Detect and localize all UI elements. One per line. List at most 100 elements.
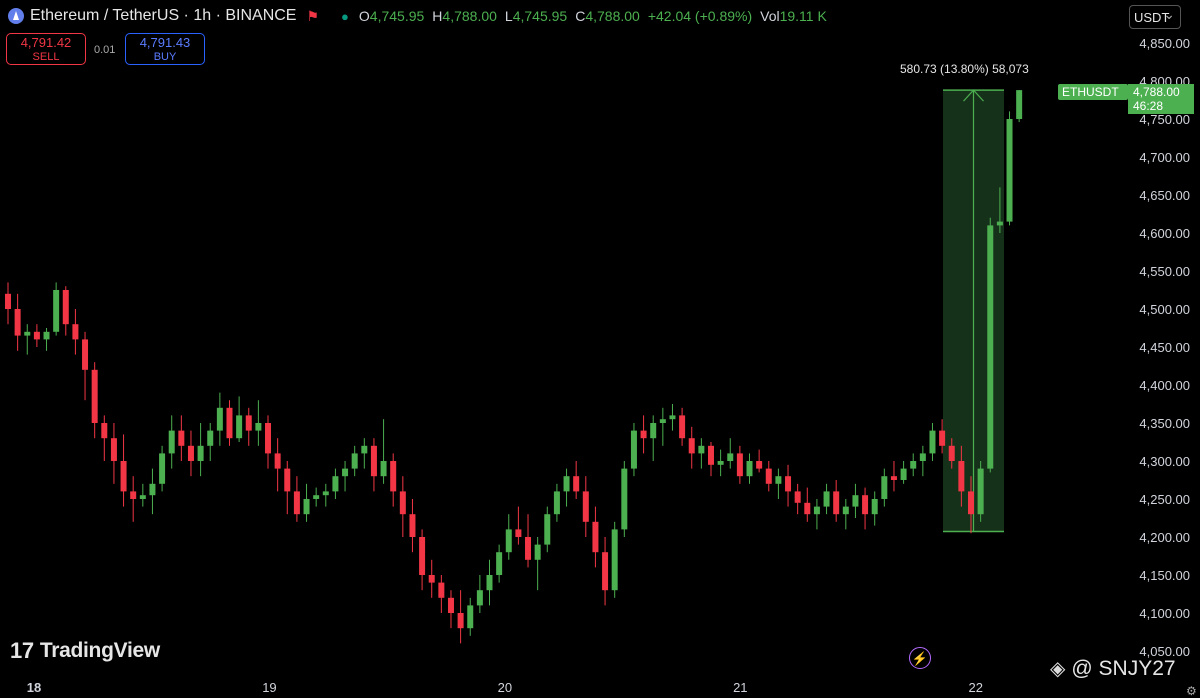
candle-body (987, 225, 994, 469)
sell-button[interactable]: 4,791.42 SELL (6, 33, 86, 65)
candle-body (669, 415, 676, 420)
candle-body (602, 552, 609, 591)
candle-body (977, 468, 984, 515)
candle-body (958, 461, 965, 492)
flag-icon[interactable]: ⚑ (306, 7, 320, 24)
candle-body (505, 529, 512, 553)
candle-body (765, 468, 772, 484)
measure-arrow-head (963, 89, 984, 102)
bar-countdown: 46:28 (1133, 99, 1164, 113)
candle-body (611, 529, 618, 591)
y-tick-label: 4,550.00 (1139, 264, 1190, 279)
candle-body (216, 407, 223, 431)
candle-body (457, 613, 464, 629)
currency-select[interactable]: USDT (1129, 5, 1181, 29)
change-value: +42.04 (+0.89%) (647, 8, 753, 24)
ethereum-logo-icon (8, 8, 24, 24)
measure-label: 580.73 (13.80%) 58,073 (900, 62, 1029, 76)
candle-body (187, 445, 194, 461)
candle-body (284, 468, 291, 492)
spread-value: 0.01 (94, 44, 116, 56)
candle-body (890, 476, 897, 480)
candle-body (929, 430, 936, 454)
candle-body (274, 453, 281, 469)
candle-body (149, 483, 156, 496)
tradingview-logo[interactable]: 17 TradingView (10, 638, 160, 664)
candle-body (255, 423, 262, 431)
candle-body (82, 339, 89, 370)
candle-body (794, 491, 801, 503)
candle-body (447, 597, 454, 613)
brand-name: TradingView (39, 639, 160, 662)
candle-body (351, 453, 358, 469)
x-tick-label: 19 (262, 680, 276, 695)
lightning-icon[interactable]: ⚡ (909, 647, 931, 669)
symbol-title[interactable]: Ethereum / TetherUS · 1h · BINANCE (30, 7, 297, 24)
candle-body (313, 495, 320, 499)
settings-gear-icon[interactable]: ⚙ (1186, 684, 1197, 698)
candle-body (265, 423, 272, 454)
candle-body (910, 461, 917, 469)
candle-body (534, 544, 541, 560)
y-tick-label: 4,100.00 (1139, 606, 1190, 621)
candle-body (650, 423, 657, 439)
candle-body (573, 476, 580, 492)
y-tick-label: 4,700.00 (1139, 150, 1190, 165)
candle-body (525, 537, 532, 560)
open-label: O (358, 8, 370, 24)
volume-value: 19.11 K (779, 8, 827, 24)
last-price-tag: 4,788.00 46:28 (1128, 84, 1194, 114)
candle-body (14, 309, 21, 336)
candle-body (804, 502, 811, 515)
candle-body (43, 331, 50, 340)
y-tick-label: 4,650.00 (1139, 188, 1190, 203)
candle-body (293, 491, 300, 515)
y-tick-label: 4,250.00 (1139, 492, 1190, 507)
candle-body (813, 506, 820, 515)
y-tick-label: 4,050.00 (1139, 644, 1190, 659)
y-tick-label: 4,450.00 (1139, 340, 1190, 355)
candle-body (842, 506, 849, 515)
volume-label: Vol (760, 8, 780, 24)
market-status-icon[interactable]: ● (341, 8, 349, 24)
buy-label: BUY (153, 51, 177, 63)
y-tick-label: 4,350.00 (1139, 416, 1190, 431)
candle-body (919, 453, 926, 461)
candle-body (515, 529, 522, 537)
candle-body (322, 491, 329, 496)
candle-body (621, 468, 628, 530)
candle-body (438, 582, 445, 598)
candle-body (775, 476, 782, 484)
candle-body (640, 430, 647, 439)
candle-body (592, 521, 599, 553)
candle-body (707, 445, 714, 465)
candle-body (101, 423, 108, 439)
candle-body (380, 461, 387, 477)
candle-body (939, 430, 946, 446)
candle-body (342, 468, 349, 477)
buy-button[interactable]: 4,791.43 BUY (125, 33, 205, 65)
candle-body (33, 331, 40, 340)
x-tick-label: 22 (969, 680, 983, 695)
candle-body (207, 430, 214, 446)
symbol-header[interactable]: Ethereum / TetherUS · 1h · BINANCE ⚑ ● O… (8, 6, 835, 26)
candle-body (948, 445, 955, 461)
candle-body (53, 290, 60, 332)
candle-body (852, 495, 859, 507)
candle-body (5, 293, 11, 309)
candle-body (197, 445, 204, 461)
candle-body (1016, 90, 1023, 119)
candle-body (968, 491, 974, 515)
candle-body (120, 461, 127, 492)
buy-price: 4,791.43 (139, 35, 191, 50)
candle-body (679, 415, 686, 439)
x-tick-label: 21 (733, 680, 747, 695)
y-tick-label: 4,400.00 (1139, 378, 1190, 393)
y-tick-label: 4,300.00 (1139, 454, 1190, 469)
open-value: 4,745.95 (369, 8, 425, 24)
close-label: C (575, 8, 586, 24)
x-tick-label: 20 (498, 680, 512, 695)
candle-body (544, 514, 551, 545)
sell-price: 4,791.42 (20, 35, 72, 50)
